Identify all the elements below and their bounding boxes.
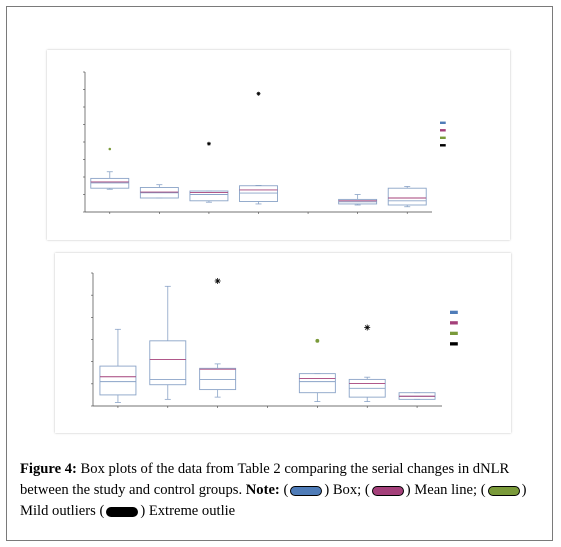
figure-caption: Figure 4: Box plots of the data from Tab… <box>20 461 527 519</box>
mild-outlier-point <box>108 147 112 151</box>
legend-swatch <box>440 136 446 139</box>
box-plot-day13 <box>387 186 427 208</box>
extreme-outlier-swatch <box>106 506 139 517</box>
box-plot-day3 <box>139 184 179 199</box>
figure-label: Figure 4: <box>20 461 77 477</box>
box-plot-day13 <box>398 392 436 400</box>
mild-outlier-point <box>315 338 320 343</box>
study-chart-panel <box>47 50 510 240</box>
caption-text: Box plots of the data from Table 2 compa… <box>20 461 510 498</box>
box-plot-day7 <box>239 184 278 205</box>
box-plot-day1 <box>99 328 137 403</box>
iqr-box <box>189 190 229 202</box>
extreme-outlier-point <box>206 141 211 146</box>
extreme-outlier-point <box>214 277 221 284</box>
legend-swatch <box>440 144 446 147</box>
note-label: Note: <box>245 482 280 498</box>
extreme-outlier-point <box>256 91 261 96</box>
caption-mean: Mean line; <box>414 482 478 498</box>
mean-line-swatch <box>371 485 404 496</box>
control-chart-panel <box>55 253 511 433</box>
iqr-box <box>387 187 427 206</box>
box-plot-day1 <box>90 171 130 190</box>
box-plot-day5 <box>189 190 229 203</box>
legend-swatch <box>450 310 458 314</box>
box-plot-day9 <box>298 373 336 402</box>
box-plot-day11 <box>348 376 386 402</box>
extreme-outlier-point <box>364 324 371 331</box>
study-chart <box>83 71 446 214</box>
iqr-box <box>99 365 137 396</box>
legend-swatch <box>450 331 458 335</box>
mild-outlier-swatch <box>487 485 520 496</box>
caption-mild: Mild outliers <box>20 503 96 519</box>
iqr-box <box>298 373 336 394</box>
box-plot-day3 <box>149 285 187 400</box>
control-chart <box>91 272 458 408</box>
box-plot-day5 <box>199 363 237 398</box>
box-plot-day11 <box>338 194 378 206</box>
box-swatch <box>290 485 323 496</box>
legend-swatch <box>450 321 458 325</box>
caption-box: Box; <box>332 482 362 498</box>
caption-extreme: Extreme outlie <box>148 503 236 519</box>
legend-swatch <box>440 129 446 132</box>
legend-swatch <box>440 121 446 124</box>
iqr-box <box>149 340 187 386</box>
iqr-box <box>239 185 278 202</box>
legend-swatch <box>450 342 458 346</box>
